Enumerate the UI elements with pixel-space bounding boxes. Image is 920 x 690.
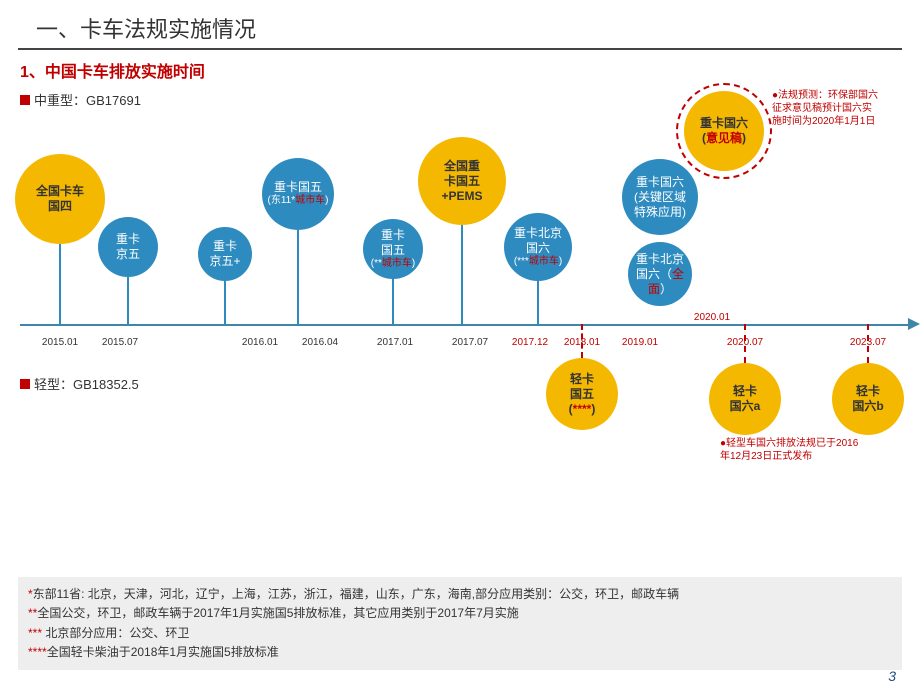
bubble-stem xyxy=(392,279,394,324)
timeline-tick: 2019.01 xyxy=(622,337,658,348)
timeline-bubble: 重卡国五(东11*城市车) xyxy=(262,158,334,230)
annotation-bottom: ●轻型车国六排放法规已于2016 年12月23日正式发布 xyxy=(720,437,910,463)
timeline-bubble: 全国卡车国四 xyxy=(15,154,105,244)
footnotes-box: *东部11省: 北京，天津，河北，辽宁，上海，江苏，浙江，福建，山东，广东，海南… xyxy=(18,577,902,670)
timeline-bubble: 重卡国五(**城市车) xyxy=(363,219,423,279)
timeline-tick: 2015.01 xyxy=(42,337,78,348)
bubble-stem xyxy=(581,324,583,358)
axis-arrow-icon xyxy=(908,318,920,330)
timeline-bubble: 重卡京五 xyxy=(98,217,158,277)
timeline-tick: 2017.07 xyxy=(452,337,488,348)
bubble-stem xyxy=(297,230,299,324)
footnote-line: **全国公交，环卫，邮政车辆于2017年1月实施国5排放标准，其它应用类别于20… xyxy=(28,604,892,623)
annotation-top: ●法规预测：环保部国六 征求意见稿预计国六实 施时间为2020年1月1日 xyxy=(772,89,918,128)
timeline-bubble: 轻卡国五(****) xyxy=(546,358,618,430)
bubble-stem xyxy=(461,225,463,324)
timeline-chart: 轻型：GB18352.5 2015.01 2015.07 2016.01 2016.0… xyxy=(0,109,920,439)
timeline-bubble: 全国重卡国五+PEMS xyxy=(418,137,506,225)
timeline-tick: 2020.01 xyxy=(694,312,730,323)
timeline-bubble: 重卡北京国六（全面） xyxy=(628,242,692,306)
light-legend: 轻型：GB18352.5 xyxy=(20,374,139,393)
bubble-stem xyxy=(59,244,61,324)
bubble-stem xyxy=(224,281,226,324)
footnote-line: *** 北京部分应用：公交、环卫 xyxy=(28,624,892,643)
timeline-bubble: 重卡国六(关键区域特殊应用) xyxy=(622,159,698,235)
timeline-tick: 2017.01 xyxy=(377,337,413,348)
footnote-line: ****全国轻卡柴油于2018年1月实施国5排放标准 xyxy=(28,643,892,662)
timeline-bubble: 轻卡国六b xyxy=(832,363,904,435)
timeline-bubble: 轻卡国六a xyxy=(709,363,781,435)
timeline-tick: 2016.04 xyxy=(302,337,338,348)
bubble-stem xyxy=(867,324,869,363)
timeline-bubble: 重卡京五+ xyxy=(198,227,252,281)
timeline-bubble: 重卡北京国六(***城市车) xyxy=(504,213,572,281)
bubble-stem xyxy=(127,277,129,324)
bubble-stem xyxy=(537,281,539,324)
footnote-line: *东部11省: 北京，天津，河北，辽宁，上海，江苏，浙江，福建，山东，广东，海南… xyxy=(28,585,892,604)
timeline-tick: 2017.12 xyxy=(512,337,548,348)
page-title: 一、卡车法规实施情况 xyxy=(18,0,902,50)
timeline-axis xyxy=(20,324,912,326)
section-subtitle: 1、中国卡车排放实施时间 xyxy=(0,50,920,82)
highlight-ring xyxy=(676,83,772,179)
timeline-tick: 2016.01 xyxy=(242,337,278,348)
timeline-tick: 2015.07 xyxy=(102,337,138,348)
bubble-stem xyxy=(744,324,746,363)
page-number: 3 xyxy=(888,668,896,684)
